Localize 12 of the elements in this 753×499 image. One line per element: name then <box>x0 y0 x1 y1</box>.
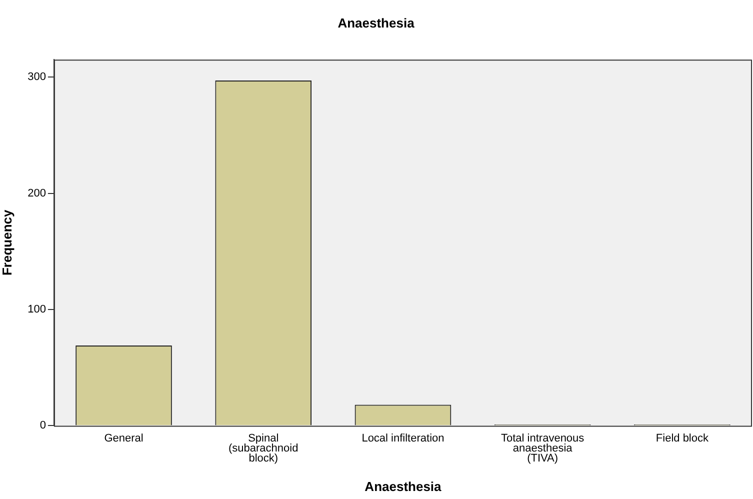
x-axis-title: Anaesthesia <box>364 478 442 494</box>
y-tick-label: 300 <box>28 71 46 84</box>
chart-title: Anaesthesia <box>338 15 416 30</box>
y-tick-label: 0 <box>40 420 46 432</box>
y-tick-label: 100 <box>28 304 46 316</box>
x-tick-label: Field block <box>656 432 709 445</box>
x-tick-label: Total intravenous anaesthesia (TIVA) <box>501 432 585 464</box>
y-axis-title: Frequency <box>0 209 14 276</box>
x-tick-label: Spinal (subarachnoid block) <box>228 432 298 464</box>
x-tick-label: Local infilteration <box>362 432 444 445</box>
y-tick-label: 200 <box>28 187 46 200</box>
x-tick-label: General <box>104 432 144 445</box>
